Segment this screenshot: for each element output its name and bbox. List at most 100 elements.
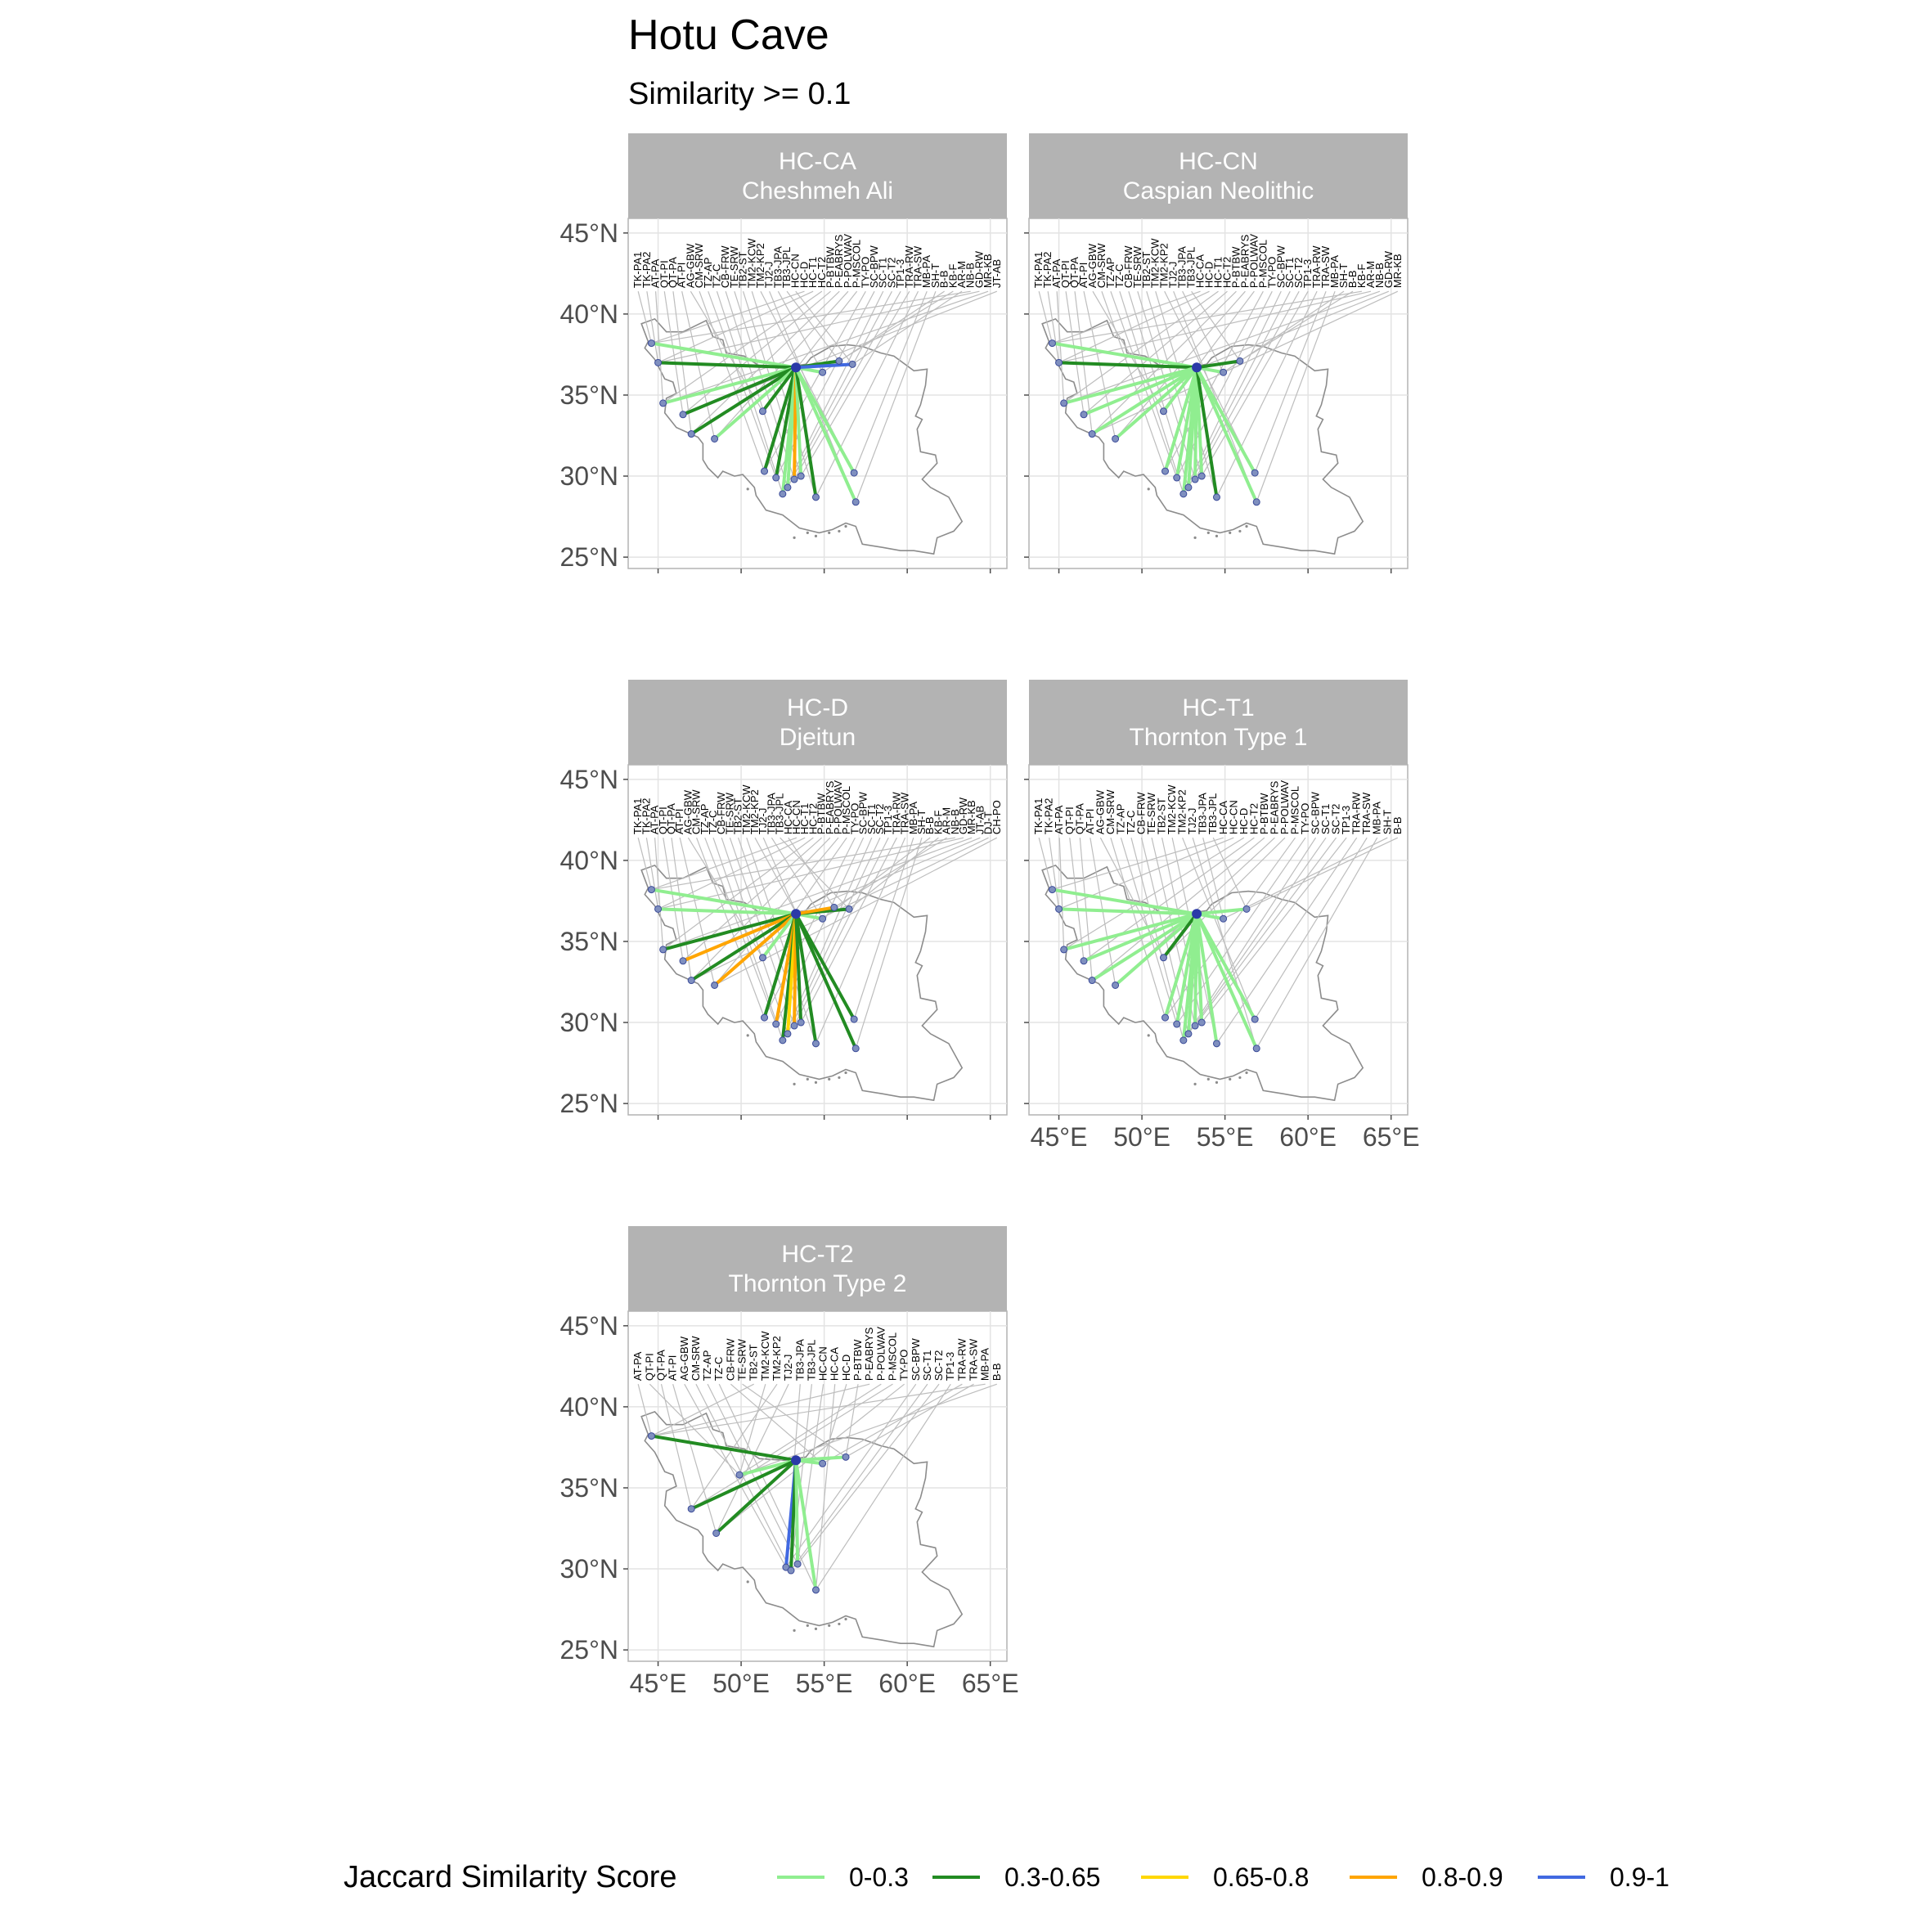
label-leader-line <box>704 837 777 1025</box>
island-dot <box>1206 531 1210 535</box>
facet-strip-code: HC-CA <box>779 148 856 175</box>
site-point <box>1060 399 1068 407</box>
similarity-link <box>1195 366 1219 499</box>
label-leader-line <box>651 290 971 344</box>
similarity-link <box>690 366 798 436</box>
similarity-link <box>1195 907 1249 916</box>
origin-point <box>1192 362 1202 373</box>
site-point <box>761 1013 769 1022</box>
site-label: P-EABRYS <box>833 234 845 288</box>
island-dot <box>806 1624 809 1628</box>
label-leader-line <box>651 1383 870 1437</box>
site-label: KB-F <box>946 263 959 288</box>
site-label: TM2-KP2 <box>1176 789 1188 834</box>
site-label: TZ-C <box>1125 811 1137 835</box>
label-leader-line <box>663 291 684 415</box>
site-label: HC-T1 <box>1212 257 1224 288</box>
site-point <box>647 886 655 894</box>
similarity-link <box>1057 361 1199 370</box>
site-point <box>1112 981 1120 989</box>
site-point <box>1191 1022 1199 1030</box>
island-dot <box>814 1081 818 1084</box>
label-leader-line <box>1083 290 1228 416</box>
site-label: B-B <box>938 270 950 288</box>
label-leader-line <box>1246 837 1399 910</box>
label-leader-line <box>787 290 892 488</box>
island-dot <box>828 1624 831 1628</box>
site-label: HC-T2 <box>1247 803 1260 834</box>
chart-title: Hotu Cave <box>628 11 829 59</box>
facet-strip-code: HC-T1 <box>1182 694 1254 721</box>
label-leader-line <box>1091 290 1399 435</box>
label-leader-line <box>1091 837 1265 981</box>
legend-item: 0.3-0.65 <box>932 1862 1100 1892</box>
site-label: HC-CN <box>1227 800 1239 834</box>
facet-strip-name: Cheshmeh Ali <box>742 177 893 204</box>
label-leader-line <box>777 290 824 373</box>
site-label: MR-KB <box>965 800 977 834</box>
label-leader-line <box>787 837 881 1035</box>
label-leader-line <box>651 1383 754 1437</box>
similarity-link <box>794 366 818 499</box>
label-leader-line <box>739 1384 766 1476</box>
site-point <box>654 358 663 366</box>
similarity-link <box>794 1458 818 1592</box>
label-leader-line <box>1083 837 1255 962</box>
similarity-link <box>761 366 798 413</box>
site-point <box>787 1566 795 1575</box>
site-label: TM2-KP2 <box>771 1336 783 1381</box>
site-label: AT-PA <box>649 258 662 288</box>
site-label: QT-PI <box>643 1353 655 1381</box>
legend-label: 0-0.3 <box>849 1862 909 1892</box>
site-label: P-EABRYS <box>1238 234 1251 288</box>
site-label: TY-PO <box>859 257 871 289</box>
site-label: QT-PI <box>657 806 669 834</box>
site-label: CM-SRW <box>1095 243 1108 288</box>
label-leader-line <box>660 1384 692 1509</box>
site-label: TY-PO <box>1265 257 1278 289</box>
site-label: TM2-KCW <box>1166 784 1178 834</box>
island-dot <box>1193 1082 1197 1085</box>
island-dot <box>806 531 809 535</box>
site-point <box>687 1505 695 1513</box>
label-leader-line <box>1058 838 1065 950</box>
site-label: TK-PA1 <box>631 798 644 835</box>
site-label: TB3-JPL <box>1206 793 1219 835</box>
site-point <box>790 1022 798 1030</box>
site-label: HC-T2 <box>1220 257 1233 288</box>
island-dot <box>844 524 847 528</box>
site-label: QT-PA <box>654 1350 667 1381</box>
site-label: MB-PA <box>907 802 919 835</box>
island-dot <box>838 1622 841 1626</box>
label-leader-line <box>1047 291 1060 363</box>
site-label: QT-PI <box>1059 260 1072 288</box>
similarity-link <box>794 366 856 475</box>
site-label: P-MSCOL <box>1256 240 1269 288</box>
similarity-link <box>738 1458 798 1477</box>
similarity-link <box>649 887 798 916</box>
similarity-link <box>1161 366 1199 413</box>
similarity-link <box>1163 366 1199 474</box>
label-leader-line <box>1164 290 1264 472</box>
label-leader-line <box>690 290 764 412</box>
site-label: HC-D <box>798 262 810 289</box>
label-leader-line <box>663 837 973 950</box>
site-label: HC-CA <box>829 1347 841 1381</box>
site-label: TB3-JPL <box>805 1340 817 1382</box>
site-label: TZ-AP <box>1104 258 1117 289</box>
site-point <box>758 407 766 416</box>
site-label: SC-T1 <box>1319 804 1332 835</box>
site-label: TY-PO <box>898 1350 910 1382</box>
site-label: AT-PI <box>676 263 688 289</box>
site-label: AT-PI <box>673 809 685 835</box>
x-tick-label: 45°E <box>630 1669 687 1698</box>
site-label: MB-PA <box>920 255 932 289</box>
site-point <box>1252 1045 1260 1053</box>
label-leader-line <box>1223 837 1388 919</box>
site-label: TM2-KCW <box>759 1331 771 1381</box>
site-label: AT-PA <box>1053 805 1065 834</box>
site-label: TJ2-J <box>1167 262 1179 289</box>
label-leader-line <box>637 1384 653 1436</box>
island-dot <box>838 529 841 533</box>
